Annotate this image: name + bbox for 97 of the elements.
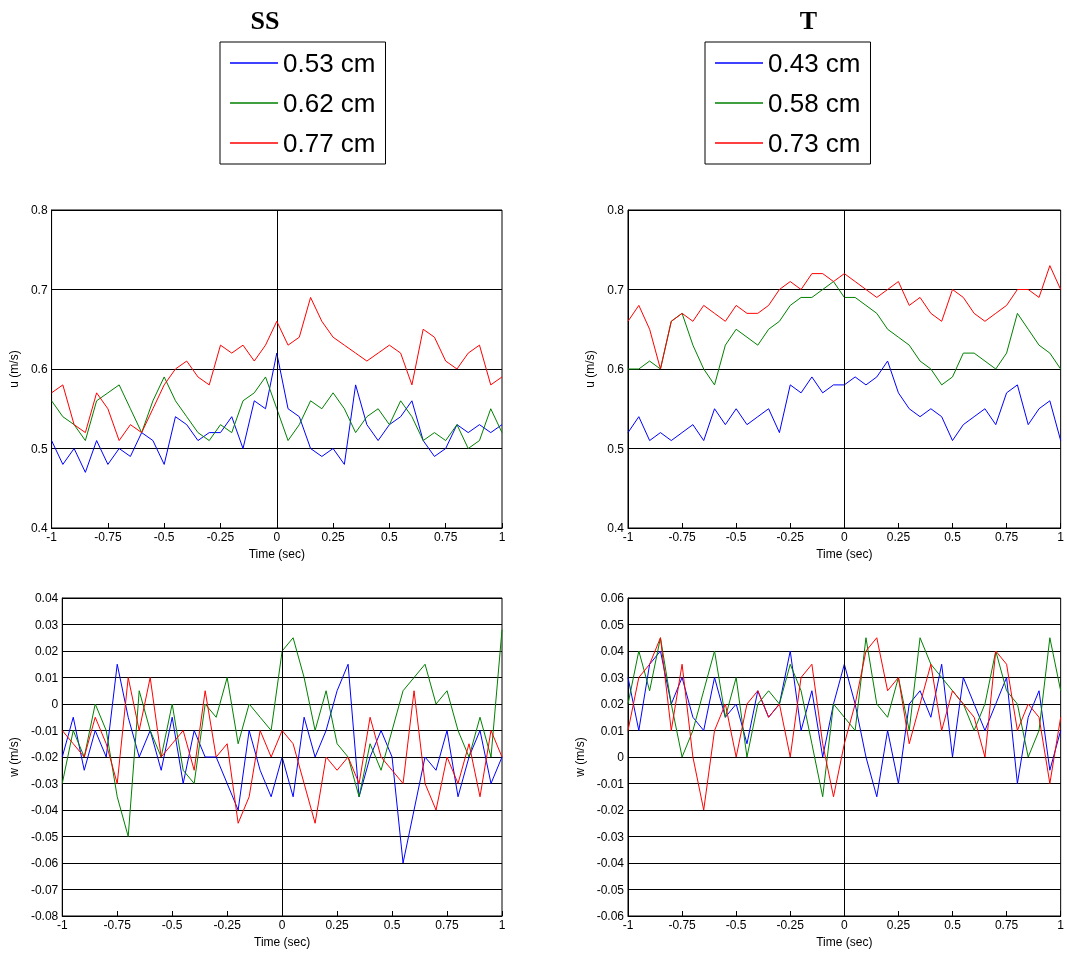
x-tick-label: 0 <box>840 918 848 932</box>
x-tick-label: 0.75 <box>994 918 1019 932</box>
x-tick-label: 0 <box>278 918 286 932</box>
y-tick-label: 0.02 <box>600 697 625 711</box>
line-series <box>627 360 1062 442</box>
x-tick-label: -0.75 <box>668 918 697 932</box>
line-series <box>51 352 503 473</box>
y-tick-label: -0.06 <box>596 909 625 923</box>
x-tick-label: 0.5 <box>944 530 962 544</box>
x-tick-label: -0.25 <box>776 918 805 932</box>
line-series <box>61 629 503 837</box>
y-tick-label: 0.03 <box>600 670 625 685</box>
y-tick-label: -0.04 <box>30 803 59 817</box>
y-tick-label: -0.04 <box>596 856 625 870</box>
y-axis-title: w (m/s) <box>7 737 21 778</box>
x-tick-label: -0.5 <box>153 530 175 544</box>
line-series <box>627 281 1062 386</box>
y-tick-label: 0.04 <box>600 644 625 658</box>
x-tick-label: 1 <box>1057 918 1065 932</box>
y-tick-label: 0 <box>51 697 59 711</box>
x-tick-label: 1 <box>498 530 506 544</box>
x-tick-label: 0 <box>273 530 281 544</box>
x-axis-title: Time (sec) <box>816 934 873 949</box>
y-tick-label: 0.5 <box>30 441 48 456</box>
y-tick-label: 0.8 <box>30 203 48 217</box>
x-tick-label: 0.5 <box>383 918 401 932</box>
y-tick-label: 0.02 <box>34 644 59 658</box>
x-tick-label: 1 <box>498 918 506 932</box>
x-tick-label: -1 <box>46 530 58 544</box>
line-series <box>51 296 503 442</box>
x-tick-label: 0.75 <box>434 530 458 544</box>
y-tick-label: -0.03 <box>30 776 59 791</box>
y-tick-label: -0.08 <box>30 909 59 923</box>
x-tick-label: -0.5 <box>725 530 747 544</box>
x-tick-label: 0.25 <box>325 918 350 932</box>
x-tick-label: 0 <box>840 530 848 544</box>
y-tick-label: 0.6 <box>30 362 48 376</box>
y-tick-label: 0.04 <box>34 591 59 605</box>
y-axis-title: u (m/s) <box>7 350 21 388</box>
y-tick-label: 0.03 <box>34 617 59 632</box>
y-tick-label: 0.4 <box>30 521 48 535</box>
y-tick-label: 0.01 <box>34 670 59 685</box>
x-axis-title: Time (sec) <box>248 546 305 561</box>
x-tick-label: -1 <box>622 918 634 932</box>
y-tick-label: -0.07 <box>30 882 59 897</box>
y-tick-label: -0.02 <box>596 803 625 817</box>
x-tick-label: -0.25 <box>776 530 805 544</box>
y-tick-label: -0.05 <box>596 882 625 897</box>
line-series <box>51 376 503 449</box>
x-tick-label: -0.75 <box>94 530 122 544</box>
y-tick-label: 0.6 <box>607 362 625 376</box>
x-tick-label: -0.5 <box>725 918 747 932</box>
y-tick-label: 0.05 <box>600 617 625 632</box>
y-tick-label: -0.02 <box>30 750 59 764</box>
x-tick-label: 0.5 <box>381 530 399 544</box>
y-tick-label: -0.01 <box>30 723 59 738</box>
x-tick-label: 0.25 <box>886 530 911 544</box>
x-tick-label: 0.5 <box>944 918 962 932</box>
x-axis-title: Time (sec) <box>254 934 311 949</box>
x-tick-label: -1 <box>56 918 68 932</box>
x-tick-label: 0.75 <box>994 530 1019 544</box>
y-tick-label: 0.8 <box>607 203 625 217</box>
legend-label: 0.73 cm <box>768 128 861 158</box>
y-tick-label: 0.01 <box>600 723 625 738</box>
x-tick-label: -0.5 <box>161 918 183 932</box>
y-tick-label: -0.05 <box>30 829 59 844</box>
x-axis-title: Time (sec) <box>816 546 873 561</box>
y-tick-label: 0.7 <box>30 282 48 297</box>
y-tick-label: 0.06 <box>600 591 625 605</box>
legend-label: 0.58 cm <box>768 88 861 118</box>
y-tick-label: 0.7 <box>607 282 625 297</box>
legend-label: 0.53 cm <box>283 48 376 78</box>
x-tick-label: -1 <box>622 530 634 544</box>
legend-label: 0.43 cm <box>768 48 861 78</box>
y-axis-title: u (m/s) <box>583 350 598 388</box>
y-tick-label: -0.01 <box>596 776 625 791</box>
y-tick-label: -0.03 <box>596 829 625 844</box>
legend-label: 0.62 cm <box>283 88 376 118</box>
x-tick-label: 1 <box>1057 530 1065 544</box>
x-tick-label: 0.25 <box>886 918 911 932</box>
chart-title: T <box>799 5 818 35</box>
x-tick-label: -0.75 <box>668 530 697 544</box>
x-tick-label: 0.75 <box>435 918 460 932</box>
x-tick-label: -0.75 <box>103 918 132 932</box>
y-axis-title: w (m/s) <box>572 737 587 778</box>
x-tick-label: -0.25 <box>206 530 235 544</box>
y-tick-label: 0 <box>617 750 625 764</box>
y-tick-label: 0.4 <box>607 521 625 535</box>
y-tick-label: -0.06 <box>30 856 59 870</box>
line-series <box>61 677 503 824</box>
line-series <box>61 663 503 864</box>
x-tick-label: -0.25 <box>213 918 242 932</box>
y-tick-label: 0.5 <box>607 441 625 456</box>
line-series <box>627 265 1062 370</box>
legend-label: 0.77 cm <box>283 128 376 158</box>
chart-title: SS <box>250 5 280 35</box>
x-tick-label: 0.25 <box>321 530 346 544</box>
